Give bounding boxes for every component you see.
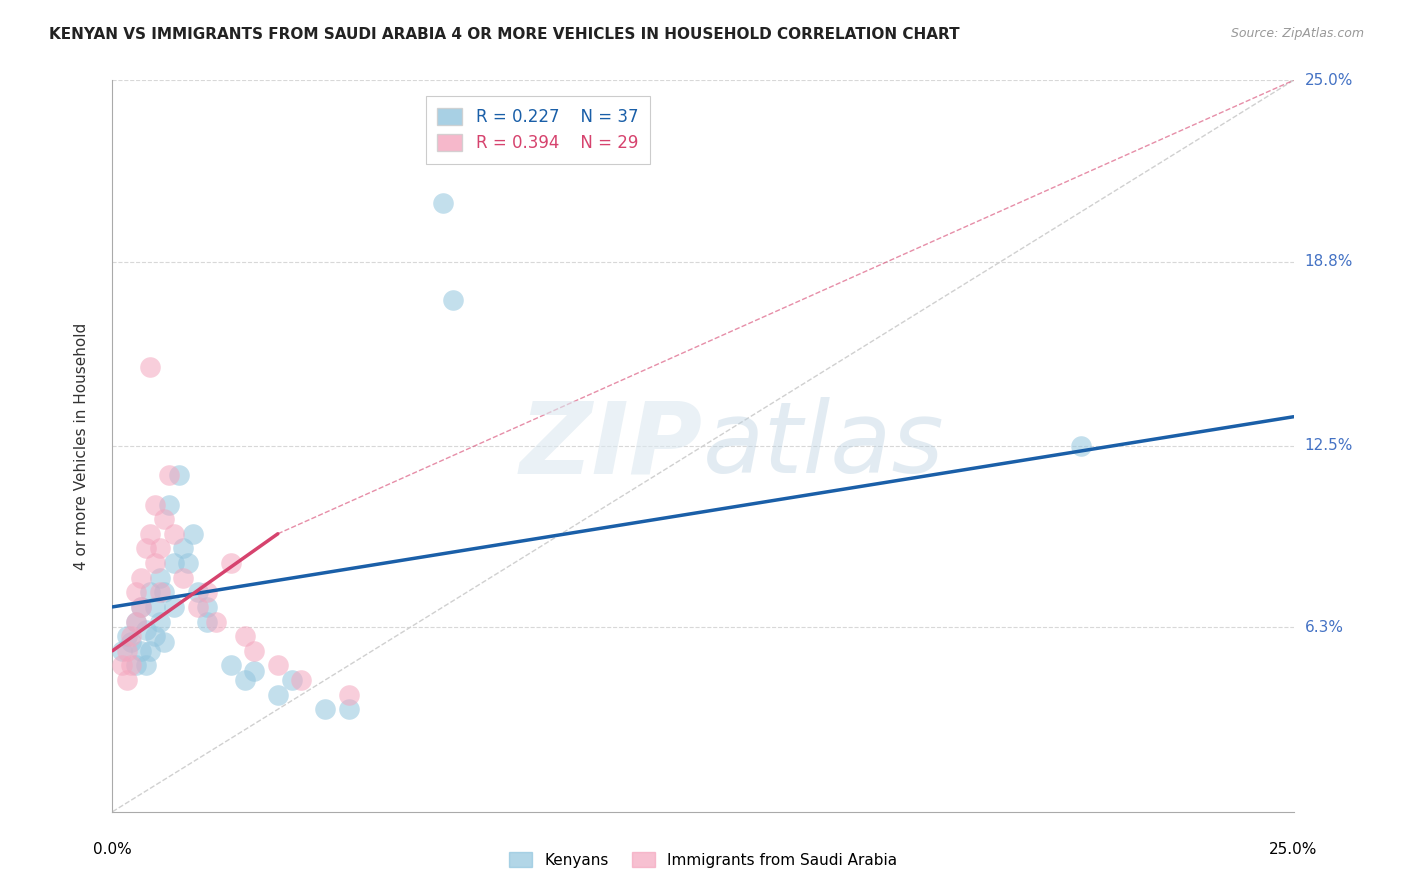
Point (195, 585, 218, 599)
Point (337, 688, 360, 702)
Point (177, 556, 200, 570)
Point (149, 541, 172, 556)
Point (125, 658, 148, 673)
Point (181, 526, 204, 541)
Point (219, 556, 242, 570)
Point (153, 635, 176, 649)
Point (267, 658, 290, 673)
Point (143, 556, 166, 570)
Point (115, 644, 138, 658)
Point (143, 629, 166, 643)
Point (167, 468, 190, 483)
Point (1070, 439, 1092, 453)
Point (163, 599, 186, 614)
Point (157, 468, 180, 483)
Point (125, 585, 148, 599)
Point (153, 585, 176, 599)
Point (432, 196, 454, 211)
Point (125, 615, 148, 629)
Point (120, 635, 142, 649)
Point (149, 615, 172, 629)
Point (157, 498, 180, 512)
Point (129, 599, 152, 614)
Point (281, 673, 304, 687)
Point (163, 526, 186, 541)
Y-axis label: 4 or more Vehicles in Household: 4 or more Vehicles in Household (75, 322, 89, 570)
Point (243, 665, 266, 679)
Point (163, 556, 186, 570)
Point (219, 658, 242, 673)
Text: 25.0%: 25.0% (1270, 842, 1317, 857)
Point (149, 585, 172, 599)
Text: 25.0%: 25.0% (1305, 73, 1353, 87)
Text: 0.0%: 0.0% (93, 842, 132, 857)
Legend: R = 0.227    N = 37, R = 0.394    N = 29: R = 0.227 N = 37, R = 0.394 N = 29 (426, 96, 650, 164)
Point (195, 615, 218, 629)
Legend: Kenyans, Immigrants from Saudi Arabia: Kenyans, Immigrants from Saudi Arabia (502, 844, 904, 875)
Point (129, 644, 152, 658)
Point (205, 615, 228, 629)
Point (153, 512, 176, 526)
Point (149, 571, 172, 585)
Point (441, 293, 464, 307)
Point (233, 629, 256, 643)
Point (139, 359, 162, 374)
Point (139, 644, 162, 658)
Point (115, 673, 138, 687)
Text: Source: ZipAtlas.com: Source: ZipAtlas.com (1230, 27, 1364, 40)
Point (129, 599, 152, 614)
Text: KENYAN VS IMMIGRANTS FROM SAUDI ARABIA 4 OR MORE VEHICLES IN HOUSEHOLD CORRELATI: KENYAN VS IMMIGRANTS FROM SAUDI ARABIA 4… (49, 27, 960, 42)
Point (290, 673, 312, 687)
Point (172, 571, 194, 585)
Point (186, 599, 208, 614)
Point (115, 629, 138, 643)
Point (120, 658, 142, 673)
Point (143, 498, 166, 512)
Point (243, 644, 266, 658)
Point (125, 615, 148, 629)
Point (111, 644, 134, 658)
Point (186, 585, 208, 599)
Point (139, 526, 162, 541)
Text: 18.8%: 18.8% (1305, 254, 1353, 269)
Point (172, 541, 194, 556)
Point (135, 658, 157, 673)
Point (135, 624, 157, 638)
Point (267, 688, 290, 702)
Point (143, 599, 166, 614)
Point (139, 585, 162, 599)
Text: 12.5%: 12.5% (1305, 439, 1353, 453)
Point (233, 673, 256, 687)
Point (120, 629, 142, 643)
Point (129, 571, 152, 585)
Point (111, 658, 134, 673)
Point (314, 702, 336, 716)
Point (195, 599, 218, 614)
Text: ZIP: ZIP (520, 398, 703, 494)
Point (135, 541, 157, 556)
Text: 6.3%: 6.3% (1305, 620, 1344, 635)
Point (337, 702, 360, 716)
Text: atlas: atlas (703, 398, 945, 494)
